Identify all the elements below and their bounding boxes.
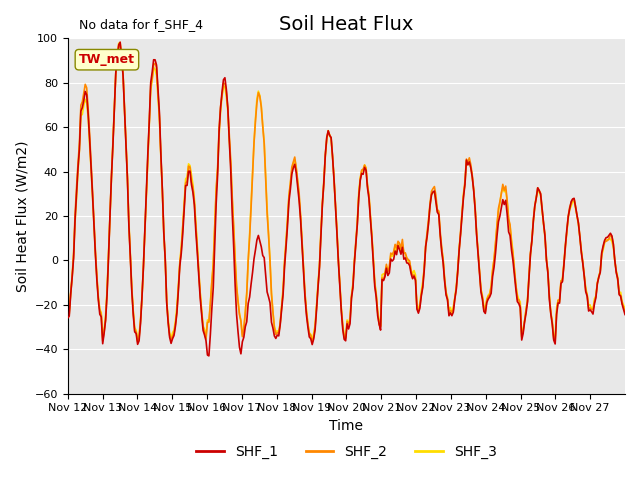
SHF_2 <box>83 85 90 91</box>
Title: Soil Heat Flux: Soil Heat Flux <box>279 15 413 34</box>
SHF_1 <box>621 312 629 317</box>
SHF_2 <box>116 39 124 45</box>
Line: SHF_3: SHF_3 <box>68 43 625 341</box>
SHF_3 <box>64 312 72 318</box>
SHF_1 <box>83 92 90 98</box>
SHF_1 <box>464 162 472 168</box>
SHF_1 <box>353 222 361 228</box>
SHF_1 <box>620 307 627 312</box>
Text: No data for f_SHF_4: No data for f_SHF_4 <box>79 18 203 31</box>
SHF_3 <box>115 40 122 46</box>
SHF_2 <box>620 304 627 310</box>
SHF_2 <box>308 339 316 345</box>
Line: SHF_2: SHF_2 <box>68 42 625 342</box>
SHF_3 <box>464 162 472 168</box>
SHF_1 <box>547 311 555 317</box>
SHF_3 <box>100 326 108 332</box>
SHF_2 <box>100 329 108 335</box>
SHF_2 <box>464 159 472 165</box>
SHF_3 <box>308 338 316 344</box>
SHF_3 <box>547 309 555 315</box>
Text: TW_met: TW_met <box>79 53 135 66</box>
SHF_1 <box>205 353 212 359</box>
X-axis label: Time: Time <box>330 419 364 433</box>
Legend: SHF_1, SHF_2, SHF_3: SHF_1, SHF_2, SHF_3 <box>190 440 502 465</box>
SHF_2 <box>353 221 361 227</box>
SHF_2 <box>547 310 555 316</box>
Line: SHF_1: SHF_1 <box>68 42 625 356</box>
SHF_3 <box>620 302 627 308</box>
SHF_1 <box>64 315 72 321</box>
SHF_2 <box>621 310 629 315</box>
SHF_3 <box>83 100 90 106</box>
SHF_3 <box>621 306 629 312</box>
SHF_1 <box>116 39 124 45</box>
SHF_3 <box>353 218 361 224</box>
SHF_1 <box>100 330 108 336</box>
Y-axis label: Soil Heat Flux (W/m2): Soil Heat Flux (W/m2) <box>15 140 29 292</box>
SHF_2 <box>64 312 72 318</box>
